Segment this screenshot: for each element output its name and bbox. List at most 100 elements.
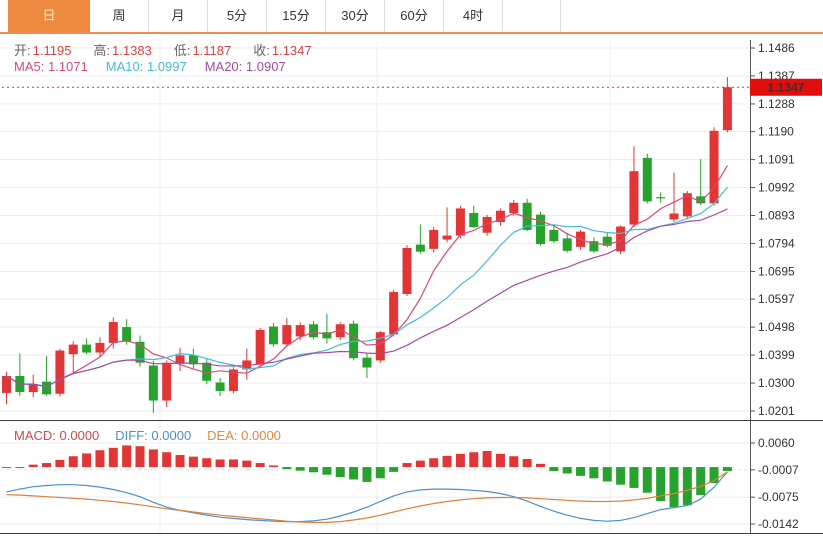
- macd-hist-bar: [228, 459, 238, 468]
- diff-pair: DIFF: 0.0000: [115, 428, 191, 443]
- candle-body: [95, 342, 105, 353]
- macd-hist-bar: [549, 467, 559, 472]
- price-axis-label: 1.0893: [758, 209, 795, 223]
- macd-hist-bar: [576, 467, 586, 476]
- open-label: 开:: [14, 43, 31, 58]
- open-value: 1.1195: [32, 43, 72, 58]
- macd-hist-bar: [82, 453, 92, 468]
- macd-hist-bar: [722, 467, 732, 472]
- candle-body: [549, 229, 559, 242]
- macd-hist-bar: [335, 467, 345, 478]
- macd-hist-bar: [309, 467, 319, 473]
- tab-30min[interactable]: 30分: [326, 0, 385, 32]
- macd-hist-bar: [536, 463, 545, 468]
- candle-body: [148, 365, 158, 401]
- tab-4hour[interactable]: 4时: [444, 0, 503, 32]
- candle-body: [255, 329, 265, 365]
- candle-body: [415, 244, 425, 252]
- candle-body: [442, 235, 452, 240]
- candle-body: [28, 384, 38, 393]
- macd-hist-bar: [15, 467, 25, 469]
- close-label: 收:: [253, 43, 270, 58]
- macd-hist-bar: [642, 467, 652, 493]
- candle-body: [709, 130, 719, 204]
- candle-body: [536, 214, 545, 245]
- macd-axis-label: -0.0142: [758, 517, 799, 531]
- high-pair: 高: 1.1383: [93, 40, 151, 59]
- macd-hist-bar: [562, 467, 572, 474]
- candle-body: [122, 327, 132, 342]
- macd-hist-bar: [2, 467, 11, 469]
- macd-hist-bar: [402, 463, 412, 468]
- diff-line: [6, 471, 728, 523]
- candle-body: [616, 226, 626, 252]
- candle-body: [42, 381, 52, 395]
- macd-hist-bar: [469, 452, 479, 468]
- macd-hist-bar: [255, 463, 265, 468]
- macd-hist-bar: [108, 447, 118, 468]
- candle-body: [469, 212, 479, 228]
- ma20-line: [6, 208, 728, 388]
- macd-hist-bar: [509, 456, 519, 468]
- macd-hist-bar: [482, 451, 492, 468]
- macd-hist-bar: [709, 467, 719, 484]
- macd-hist-bar: [375, 467, 385, 479]
- ma5-label: MA5:: [14, 59, 45, 74]
- candle-body: [175, 355, 185, 364]
- candle-body: [322, 332, 332, 339]
- period-tabbar: 日周月 5分 15分 30分 60分 4时: [0, 0, 823, 34]
- macd-hist-bar: [629, 467, 639, 488]
- macd-hist-bar: [188, 456, 198, 468]
- candle-body: [55, 350, 65, 394]
- price-axis-label: 1.0695: [758, 264, 795, 278]
- macd-hist-bar: [495, 453, 505, 468]
- macd-hist-bar: [162, 452, 172, 468]
- macd-hist-bar: [349, 467, 359, 480]
- tab-5min[interactable]: 5分: [208, 0, 267, 32]
- macd-axis-label: 0.0060: [758, 436, 795, 450]
- ma20-value: 1.0907: [245, 59, 286, 74]
- candle-body: [642, 157, 652, 202]
- candle-body: [309, 324, 319, 338]
- high-value: 1.1383: [112, 43, 152, 58]
- price-axis-label: 1.1190: [758, 125, 794, 139]
- tab-week[interactable]: 周: [90, 0, 149, 32]
- tab-day[interactable]: 日: [8, 0, 90, 32]
- candle-body: [215, 382, 225, 391]
- candle-body: [135, 341, 145, 363]
- price-axis-label: 1.0399: [758, 348, 795, 362]
- candle-body: [562, 238, 572, 251]
- candle-body: [482, 216, 492, 233]
- ma10-pair: MA10: 1.0997: [106, 59, 187, 74]
- macd-hist-bar: [616, 467, 626, 485]
- macd-hist-bar: [669, 467, 679, 508]
- low-value: 1.1187: [192, 43, 232, 58]
- candle-body: [402, 248, 412, 295]
- macd-hist-bar: [68, 456, 78, 468]
- candle-body: [656, 197, 666, 199]
- candle-body: [2, 375, 11, 393]
- macd-hist-bar: [429, 458, 439, 468]
- macd-hist-bar: [135, 446, 145, 468]
- ma-info-row: MA5: 1.1071 MA10: 1.0997 MA20: 1.0907: [14, 59, 286, 74]
- candle-body: [269, 326, 278, 345]
- close-pair: 收: 1.1347: [253, 40, 311, 59]
- tab-month[interactable]: 月: [149, 0, 208, 32]
- dea-pair: DEA: 0.0000: [207, 428, 281, 443]
- candle-body: [629, 171, 639, 225]
- ma5-line: [6, 165, 728, 388]
- candle-body: [242, 360, 252, 370]
- diff-label: DIFF:: [115, 428, 148, 443]
- diff-value: 0.0000: [151, 428, 192, 443]
- dea-line: [6, 471, 728, 524]
- candle-body: [669, 213, 679, 220]
- macd-axis-label: -0.0075: [758, 490, 799, 504]
- tab-60min[interactable]: 60分: [385, 0, 444, 32]
- ma20-pair: MA20: 1.0907: [205, 59, 286, 74]
- tab-15min[interactable]: 15分: [267, 0, 326, 32]
- price-axis-label: 1.0300: [758, 376, 795, 390]
- macd-hist-bar: [202, 458, 212, 468]
- candle-body: [82, 344, 92, 353]
- ohlc-info-row: 开: 1.1195 高: 1.1383 低: 1.1187 收: 1.1347: [14, 40, 312, 59]
